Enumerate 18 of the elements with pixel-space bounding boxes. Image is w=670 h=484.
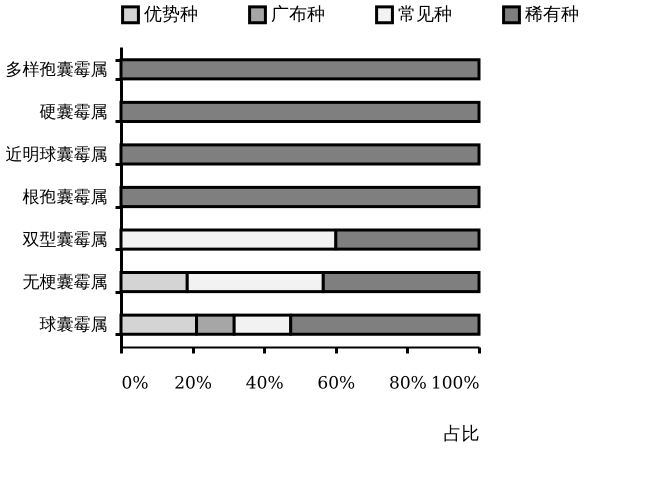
x-axis-title: 占比 xyxy=(444,424,480,444)
x-tick-label: 20% xyxy=(174,374,212,394)
legend-label: 广布种 xyxy=(271,4,325,25)
legend-label: 常见种 xyxy=(398,4,452,25)
y-tick-label: 多样孢囊霉属 xyxy=(6,60,108,80)
y-tick-label: 双型囊霉属 xyxy=(22,230,108,250)
legend-label: 优势种 xyxy=(144,4,198,25)
x-tick-label: 60% xyxy=(317,374,356,394)
x-tick-label: 40% xyxy=(246,374,284,394)
x-tick-label: 0% xyxy=(122,374,148,394)
x-tick-label: 80% xyxy=(389,374,427,394)
y-tick-label: 硬囊霉属 xyxy=(40,102,108,122)
y-tick-label: 根孢囊霉属 xyxy=(22,188,108,208)
y-tick-label: 球囊霉属 xyxy=(40,315,108,336)
y-tick-label: 无梗囊霉属 xyxy=(22,272,108,293)
legend-label: 稀有种 xyxy=(525,4,579,25)
x-tick-label: 100% xyxy=(430,374,480,394)
y-tick-label: 近明球囊霉属 xyxy=(6,144,108,165)
